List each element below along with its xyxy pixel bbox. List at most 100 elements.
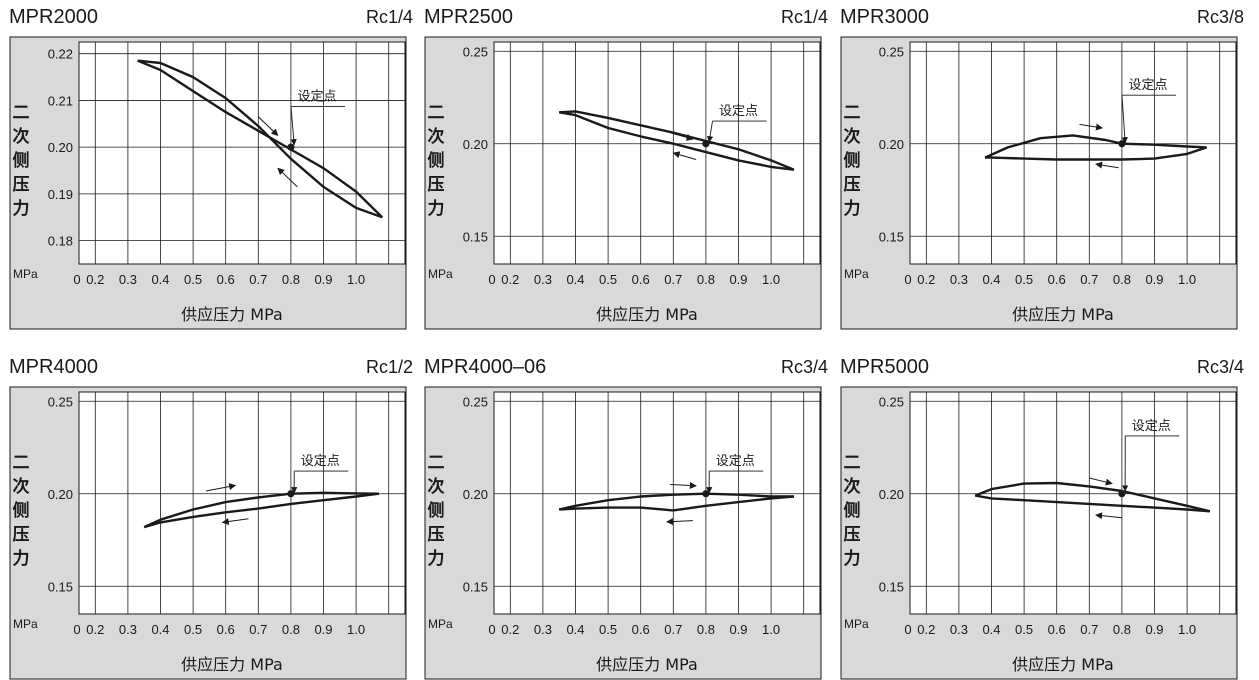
y-tick-label: 0.15	[48, 579, 73, 594]
x-tick-label: 0.5	[599, 622, 617, 637]
x-axis-label: 供应压力 MPa	[1012, 655, 1114, 674]
x-tick-label: 1.0	[347, 622, 365, 637]
x-tick-label: 0.5	[599, 272, 617, 287]
x-tick-label: 0.8	[282, 272, 300, 287]
x-tick-label: 0.3	[534, 272, 552, 287]
y-tick-label: 0.20	[48, 487, 73, 502]
port-size: Rc1/2	[366, 357, 413, 378]
model-title: MPR2000	[9, 6, 98, 29]
x-tick-label: 0.4	[151, 272, 169, 287]
x-tick-label: 0.6	[632, 272, 650, 287]
x-tick-label: 0.9	[729, 622, 747, 637]
x-tick-label: 0.7	[1080, 272, 1098, 287]
y-tick-label: 0.25	[879, 394, 904, 409]
y-unit-label: MPa	[13, 617, 38, 631]
x-tick-label: 0.5	[1015, 272, 1033, 287]
y-axis-label-char: 二	[428, 453, 445, 473]
x-tick-label: 0.6	[217, 622, 235, 637]
x-tick-label: 0	[488, 622, 495, 637]
x-tick-label: 0.2	[501, 622, 519, 637]
x-tick-label: 0.3	[119, 272, 137, 287]
x-tick-label: 0.7	[1080, 622, 1098, 637]
x-tick-label: 0	[904, 272, 911, 287]
y-tick-label: 0.15	[879, 579, 904, 594]
setpoint-label: 设定点	[297, 89, 336, 104]
y-unit-label: MPa	[844, 617, 869, 631]
y-unit-label: MPa	[428, 267, 453, 281]
x-axis-label: 供应压力 MPa	[181, 305, 283, 324]
x-tick-label: 0.9	[314, 272, 332, 287]
y-unit-label: MPa	[844, 267, 869, 281]
x-axis-label: 供应压力 MPa	[596, 655, 698, 674]
y-tick-label: 0.19	[48, 187, 73, 202]
x-tick-label: 0.8	[697, 272, 715, 287]
x-tick-label: 0	[488, 272, 495, 287]
port-size: Rc1/4	[366, 7, 413, 28]
setpoint-marker	[1118, 140, 1125, 147]
y-axis-label-char: 力	[844, 198, 861, 219]
x-tick-label: 1.0	[762, 622, 780, 637]
y-tick-label: 0.15	[463, 579, 488, 594]
x-axis-label: 供应压力 MPa	[181, 655, 283, 674]
y-axis-label-char: 次	[428, 476, 445, 497]
x-tick-label: 0.8	[282, 622, 300, 637]
y-axis-label-char: 侧	[428, 150, 445, 171]
x-tick-label: 0.4	[566, 272, 584, 287]
setpoint-label: 设定点	[719, 104, 758, 119]
model-title: MPR3000	[840, 6, 929, 29]
x-tick-label: 0.4	[982, 622, 1000, 637]
x-tick-label: 0.2	[917, 622, 935, 637]
y-axis-label-char: 压	[428, 525, 445, 545]
setpoint-marker	[287, 144, 294, 151]
y-tick-label: 0.25	[463, 44, 488, 59]
y-axis-label-char: 二	[428, 103, 445, 123]
x-tick-label: 0.4	[566, 622, 584, 637]
x-tick-label: 0.9	[1145, 272, 1163, 287]
x-tick-label: 0.6	[217, 272, 235, 287]
y-axis-label-char: 二	[844, 103, 861, 123]
setpoint-marker	[702, 140, 709, 147]
y-axis-label-char: 侧	[13, 500, 30, 521]
setpoint-marker	[287, 490, 294, 497]
x-tick-label: 0.6	[632, 622, 650, 637]
x-tick-label: 0.2	[86, 622, 104, 637]
y-axis-label-char: 力	[13, 548, 30, 569]
x-tick-label: 0.7	[664, 272, 682, 287]
y-tick-label: 0.22	[48, 47, 73, 62]
setpoint-label: 设定点	[716, 454, 755, 469]
y-axis-label-char: 次	[428, 126, 445, 147]
x-tick-label: 0.4	[982, 272, 1000, 287]
y-axis-label-char: 侧	[844, 150, 861, 171]
y-tick-label: 0.15	[463, 229, 488, 244]
y-tick-label: 0.20	[463, 137, 488, 152]
y-axis-label-char: 次	[844, 476, 861, 497]
x-tick-label: 0.7	[249, 272, 267, 287]
x-tick-label: 0.3	[534, 622, 552, 637]
y-tick-label: 0.21	[48, 93, 73, 108]
y-unit-label: MPa	[13, 267, 38, 281]
x-tick-label: 0.6	[1048, 272, 1066, 287]
x-tick-label: 0.9	[314, 622, 332, 637]
x-tick-label: 0.5	[184, 622, 202, 637]
port-size: Rc3/8	[1197, 7, 1244, 28]
model-title: MPR2500	[424, 6, 513, 29]
x-tick-label: 0.5	[184, 272, 202, 287]
x-tick-label: 0.4	[151, 622, 169, 637]
x-tick-label: 0.6	[1048, 622, 1066, 637]
x-tick-label: 0.2	[501, 272, 519, 287]
y-axis-label-char: 压	[844, 525, 861, 545]
x-axis-label: 供应压力 MPa	[1012, 305, 1114, 324]
y-axis-label-char: 侧	[844, 500, 861, 521]
x-tick-label: 0	[73, 272, 80, 287]
model-title: MPR5000	[840, 356, 929, 379]
port-size: Rc1/4	[781, 7, 828, 28]
